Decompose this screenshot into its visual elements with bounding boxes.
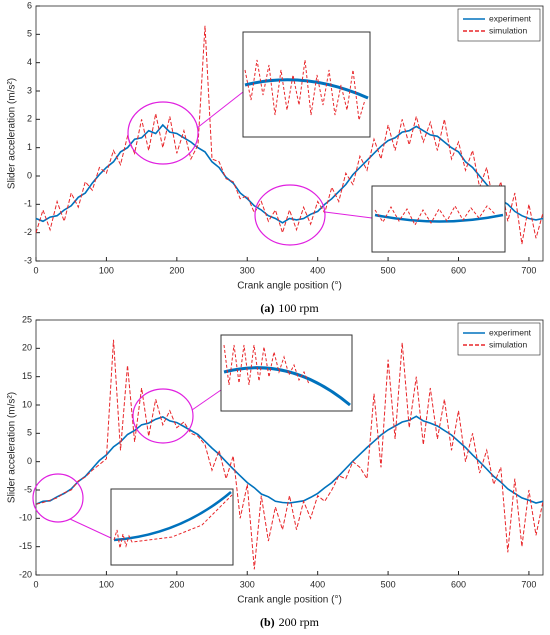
caption: (a) 100 rpm <box>260 301 319 315</box>
x-tick-label: 400 <box>310 579 325 589</box>
y-tick-label: 0 <box>27 170 32 180</box>
x-tick-label: 400 <box>310 265 325 275</box>
y-tick-label: 5 <box>27 29 32 39</box>
x-axis-label: Crank angle position (°) <box>237 281 342 292</box>
inset-curve <box>244 78 369 100</box>
inset-curve <box>244 59 366 121</box>
zoom-arrow <box>196 91 244 129</box>
zoom-arrow <box>324 211 373 219</box>
series-line <box>35 123 544 224</box>
x-tick-label: 700 <box>521 579 536 589</box>
legend-label: simulation <box>489 25 528 35</box>
y-tick-label: 2 <box>27 114 32 124</box>
y-tick-label: 10 <box>22 399 32 409</box>
zoom-circle <box>132 388 194 444</box>
caption-label: (b) <box>260 615 275 629</box>
x-tick-label: 700 <box>521 265 536 275</box>
caption-text: 100 rpm <box>278 301 319 315</box>
x-tick-label: 100 <box>99 265 114 275</box>
y-tick-label: 6 <box>27 0 32 10</box>
y-tick-label: 25 <box>22 314 32 324</box>
zoom-circle <box>254 184 326 246</box>
inset-box <box>242 31 371 138</box>
caption-label: (a) <box>260 301 274 315</box>
caption-text: 200 rpm <box>279 615 320 629</box>
y-tick-label: 15 <box>22 371 32 381</box>
x-tick-label: 600 <box>451 265 466 275</box>
x-tick-label: 500 <box>381 579 396 589</box>
x-tick-label: 600 <box>451 579 466 589</box>
insets <box>32 31 506 566</box>
x-tick-label: 200 <box>169 265 184 275</box>
inset-curve <box>113 491 232 542</box>
y-tick-label: 3 <box>27 85 32 95</box>
y-tick-label: 5 <box>27 428 32 438</box>
inset-box <box>220 334 353 412</box>
x-tick-label: 200 <box>169 579 184 589</box>
y-tick-label: 4 <box>27 57 32 67</box>
series-line <box>35 25 544 245</box>
y-tick-label: -3 <box>24 255 32 265</box>
inset-curve <box>374 204 496 227</box>
y-tick-label: -2 <box>24 227 32 237</box>
x-tick-label: 0 <box>33 579 38 589</box>
y-tick-label: 20 <box>22 343 32 353</box>
series-line <box>35 415 544 505</box>
inset-curve <box>223 344 310 386</box>
x-tick-label: 300 <box>240 579 255 589</box>
zoom-circle <box>127 101 199 165</box>
y-tick-label: -1 <box>24 199 32 209</box>
legend-label: simulation <box>489 339 528 349</box>
legend-label: experiment <box>489 327 532 337</box>
y-tick-label: 1 <box>27 142 32 152</box>
y-axis-label: Slider acceleration (m/s²) <box>7 78 18 189</box>
y-tick-label: -5 <box>24 484 32 494</box>
zoom-arrow <box>69 518 112 539</box>
y-tick-label: -10 <box>19 513 32 523</box>
inset-curve <box>113 494 233 549</box>
x-tick-label: 500 <box>381 265 396 275</box>
x-tick-label: 0 <box>33 265 38 275</box>
legend-box <box>457 322 541 356</box>
y-tick-label: -15 <box>19 541 32 551</box>
caption: (b) 200 rpm <box>260 615 320 629</box>
zoom-circle <box>32 473 84 523</box>
x-tick-label: 100 <box>99 579 114 589</box>
series-line <box>35 339 544 570</box>
x-tick-label: 300 <box>240 265 255 275</box>
y-tick-label: -20 <box>19 569 32 579</box>
zoom-arrow <box>191 389 222 411</box>
y-tick-label: 0 <box>27 456 32 466</box>
legend-box <box>457 8 541 42</box>
y-axis-label: Slider acceleration (m/s²) <box>7 392 18 503</box>
legend-label: experiment <box>489 13 532 23</box>
inset-curve <box>374 213 504 223</box>
x-axis-label: Crank angle position (°) <box>237 595 342 606</box>
